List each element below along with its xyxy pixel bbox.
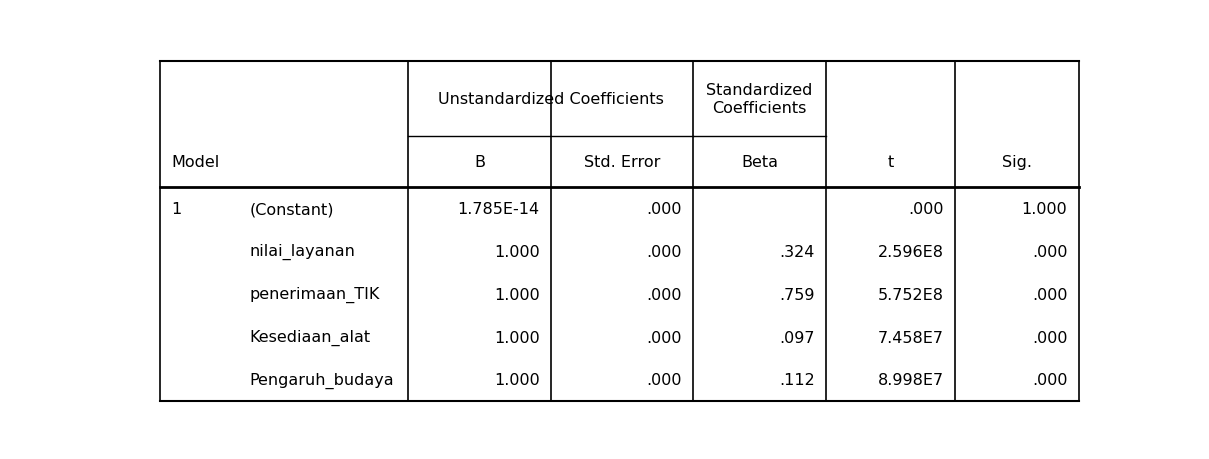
Text: Beta: Beta xyxy=(741,155,779,170)
Text: .759: .759 xyxy=(780,287,815,302)
Text: .000: .000 xyxy=(647,373,682,387)
Text: Standardized
Coefficients: Standardized Coefficients xyxy=(706,83,812,116)
Text: Model: Model xyxy=(172,155,220,170)
Text: .000: .000 xyxy=(1032,287,1068,302)
Text: Unstandardized Coefficients: Unstandardized Coefficients xyxy=(438,92,664,107)
Text: .000: .000 xyxy=(1032,373,1068,387)
Text: t: t xyxy=(887,155,893,170)
Text: 1.000: 1.000 xyxy=(1022,202,1068,217)
Text: Kesediaan_alat: Kesediaan_alat xyxy=(250,329,371,346)
Text: Sig.: Sig. xyxy=(1002,155,1031,170)
Text: B: B xyxy=(474,155,485,170)
Text: 7.458E7: 7.458E7 xyxy=(878,330,943,345)
Text: .000: .000 xyxy=(647,202,682,217)
Text: 1.785E-14: 1.785E-14 xyxy=(457,202,539,217)
Text: 8.998E7: 8.998E7 xyxy=(878,373,943,387)
Text: .000: .000 xyxy=(647,244,682,259)
Text: Pengaruh_budaya: Pengaruh_budaya xyxy=(250,372,394,388)
Text: nilai_layanan: nilai_layanan xyxy=(250,244,355,260)
Text: .000: .000 xyxy=(647,330,682,345)
Text: penerimaan_TIK: penerimaan_TIK xyxy=(250,286,380,302)
Text: (Constant): (Constant) xyxy=(250,202,334,217)
Text: 1.000: 1.000 xyxy=(493,244,539,259)
Text: 1.000: 1.000 xyxy=(493,373,539,387)
Text: 1.000: 1.000 xyxy=(493,330,539,345)
Text: Std. Error: Std. Error xyxy=(584,155,660,170)
Text: .112: .112 xyxy=(780,373,815,387)
Text: .097: .097 xyxy=(780,330,815,345)
Text: .000: .000 xyxy=(1032,330,1068,345)
Text: .000: .000 xyxy=(647,287,682,302)
Text: 2.596E8: 2.596E8 xyxy=(878,244,943,259)
Text: 1.000: 1.000 xyxy=(493,287,539,302)
Text: .000: .000 xyxy=(1032,244,1068,259)
Text: 5.752E8: 5.752E8 xyxy=(878,287,943,302)
Text: .324: .324 xyxy=(780,244,815,259)
Text: .000: .000 xyxy=(908,202,943,217)
Text: 1: 1 xyxy=(172,202,183,217)
